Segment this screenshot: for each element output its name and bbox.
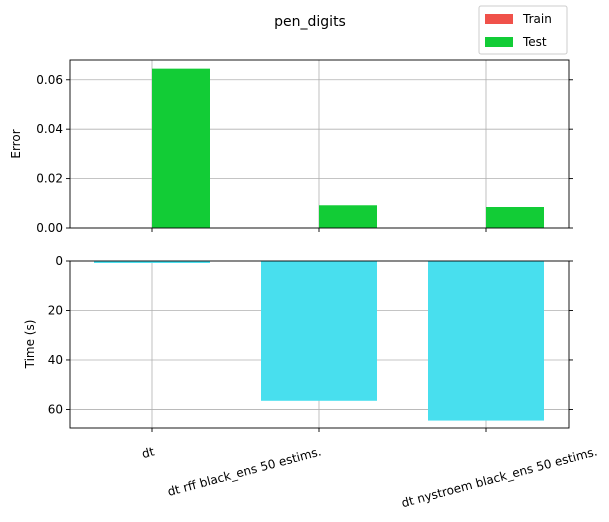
error-ytick-label-2: 0.04 bbox=[36, 122, 63, 136]
legend-label-train: Train bbox=[522, 12, 552, 26]
x-tick-label-rff: dt rff black_ens 50 estims. bbox=[166, 444, 323, 499]
time-ytick-label-3: 60 bbox=[48, 402, 63, 416]
time-ytick-label-2: 40 bbox=[48, 353, 63, 367]
time-axis-label: Time (s) bbox=[23, 320, 37, 370]
bar-test-rff bbox=[319, 205, 377, 228]
x-tick-label-nystroem: dt nystroem black_ens 50 estims. bbox=[400, 444, 599, 510]
bar-time-dt bbox=[94, 261, 210, 263]
bar-test-nystroem bbox=[486, 207, 544, 228]
legend-label-test: Test bbox=[522, 35, 547, 49]
time-panel: 0 20 40 60 bbox=[48, 254, 573, 432]
x-tick-label-dt: dt bbox=[140, 444, 156, 461]
time-ytick-label-0: 0 bbox=[55, 254, 63, 268]
error-ytick-label-3: 0.06 bbox=[36, 73, 63, 87]
legend-swatch-train bbox=[485, 14, 513, 24]
bar-test-dt bbox=[152, 68, 210, 228]
error-axis-label: Error bbox=[9, 129, 23, 158]
legend-swatch-test bbox=[485, 37, 513, 47]
time-ytick-label-1: 20 bbox=[48, 303, 63, 317]
time-axes-frame bbox=[69, 260, 570, 429]
error-ytick-label-1: 0.02 bbox=[36, 172, 63, 186]
legend: Train Test bbox=[478, 5, 568, 55]
error-panel: 0.00 0.02 0.04 0.06 bbox=[36, 59, 573, 235]
x-tick-labels: dt dt rff black_ens 50 estims. dt nystro… bbox=[140, 444, 599, 510]
chart-title: pen_digits bbox=[274, 14, 346, 30]
error-axes-frame bbox=[69, 59, 570, 229]
bar-time-rff bbox=[261, 261, 377, 401]
bar-time-nystroem bbox=[428, 261, 544, 421]
error-ytick-label-0: 0.00 bbox=[36, 221, 63, 235]
